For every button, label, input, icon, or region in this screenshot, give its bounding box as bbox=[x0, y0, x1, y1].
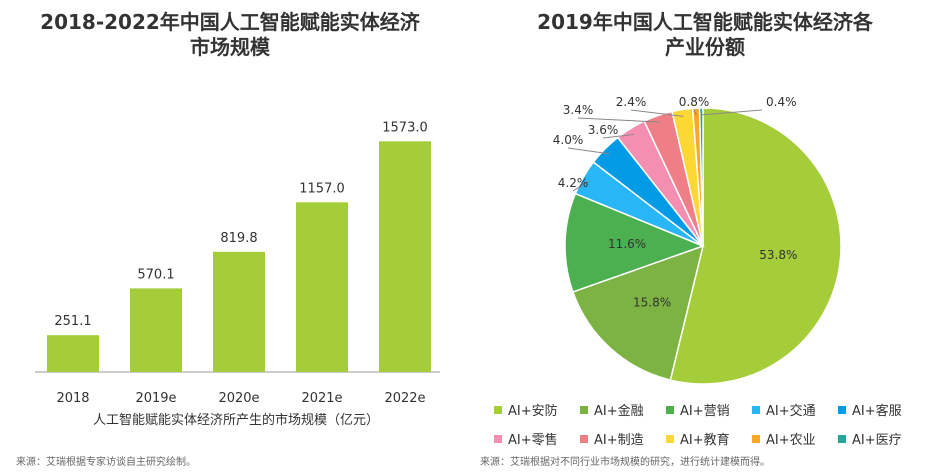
pie-value-label: 3.6% bbox=[588, 123, 619, 137]
pie-value-label: 0.4% bbox=[766, 95, 797, 109]
legend-label: AI+营销 bbox=[680, 404, 730, 419]
x-tick-label: 2018 bbox=[56, 391, 89, 406]
right-chart-source: 来源：艾瑞根据对不同行业市场规模的研究，进行统计建模而得。 bbox=[480, 457, 770, 468]
bar-value-label: 570.1 bbox=[137, 267, 174, 282]
left-chart-title-line2: 市场规模 bbox=[190, 35, 270, 59]
legend-item: AI+教育 bbox=[666, 429, 752, 448]
right-chart-title: 2019年中国人工智能赋能实体经济各 产业份额 bbox=[500, 10, 910, 60]
bar-2019e bbox=[130, 288, 182, 372]
legend-label: AI+客服 bbox=[852, 404, 902, 419]
pie-leader-line bbox=[701, 109, 763, 116]
legend-label: AI+医疗 bbox=[852, 433, 902, 448]
legend-item: AI+医疗 bbox=[838, 429, 924, 448]
x-tick-label: 2019e bbox=[135, 391, 176, 406]
legend-item: AI+农业 bbox=[752, 429, 838, 448]
legend-swatch bbox=[752, 405, 760, 414]
bar-value-label: 251.1 bbox=[54, 314, 91, 329]
pie-leader-line bbox=[602, 133, 635, 139]
pie-slice-2 bbox=[564, 192, 706, 293]
legend-swatch bbox=[666, 405, 674, 414]
left-chart-title: 2018-2022年中国人工智能赋能实体经济 市场规模 bbox=[20, 10, 440, 60]
legend-label: AI+交通 bbox=[766, 404, 816, 419]
right-chart-title-line1: 2019年中国人工智能赋能实体经济各 bbox=[537, 10, 873, 34]
legend-swatch bbox=[494, 405, 502, 414]
pie-value-label: 53.8% bbox=[759, 248, 797, 262]
x-axis-title: 人工智能赋能实体经济所产生的市场规模（亿元） bbox=[93, 412, 379, 428]
pie-leader-line bbox=[693, 109, 697, 116]
pie-leader-line bbox=[630, 109, 684, 117]
legend-swatch bbox=[666, 434, 674, 443]
legend-item: AI+客服 bbox=[838, 400, 924, 419]
legend-label: AI+农业 bbox=[766, 433, 816, 448]
bar-value-label: 819.8 bbox=[220, 231, 257, 246]
pie-value-label: 0.8% bbox=[679, 95, 710, 109]
pie-value-label: 4.0% bbox=[553, 133, 584, 147]
pie-slice-0 bbox=[669, 107, 842, 385]
pie-leader-line bbox=[567, 147, 610, 155]
legend-swatch bbox=[494, 434, 502, 443]
legend-item: AI+营销 bbox=[666, 400, 752, 419]
pie-leader-line bbox=[572, 180, 590, 192]
legend-label: AI+教育 bbox=[680, 433, 730, 448]
legend-label: AI+制造 bbox=[594, 433, 644, 448]
legend-swatch bbox=[838, 405, 846, 414]
legend-item: AI+交通 bbox=[752, 400, 838, 419]
pie-slice-1 bbox=[571, 244, 705, 381]
legend-item: AI+金融 bbox=[580, 400, 666, 419]
pie-value-label: 3.4% bbox=[563, 103, 594, 117]
left-chart-source: 来源：艾瑞根据专家访谈自主研究绘制。 bbox=[16, 457, 196, 468]
legend-item: AI+制造 bbox=[580, 429, 666, 448]
bar-value-label: 1157.0 bbox=[299, 181, 345, 196]
x-tick-label: 2021e bbox=[301, 391, 342, 406]
bar-2020e bbox=[213, 251, 265, 372]
pie-slice-9 bbox=[698, 107, 704, 247]
legend-swatch bbox=[838, 434, 846, 443]
pie-value-label: 15.8% bbox=[633, 295, 671, 309]
legend-swatch bbox=[752, 434, 760, 443]
legend-label: AI+金融 bbox=[594, 404, 644, 419]
x-tick-label: 2022e bbox=[384, 391, 425, 406]
left-chart-title-line1: 2018-2022年中国人工智能赋能实体经济 bbox=[40, 10, 420, 34]
right-chart-title-line2: 产业份额 bbox=[665, 35, 745, 59]
pie-legend: AI+安防 AI+金融 AI+营销 AI+交通 AI+客服 AI+零售 AI+制造 AI+教育… bbox=[494, 400, 924, 448]
legend-item: AI+安防 bbox=[494, 400, 580, 419]
bar-2018 bbox=[47, 335, 99, 372]
pie-value-label: 2.4% bbox=[616, 95, 647, 109]
pie-value-label: 4.2% bbox=[558, 176, 589, 190]
x-tick-label: 2020e bbox=[218, 391, 259, 406]
legend-swatch bbox=[580, 434, 588, 443]
bar-2022e bbox=[379, 141, 431, 372]
legend-label: AI+安防 bbox=[508, 404, 558, 419]
pie-leader-line bbox=[577, 117, 661, 123]
legend-item: AI+零售 bbox=[494, 429, 580, 448]
legend-swatch bbox=[580, 405, 588, 414]
pie-value-label: 11.6% bbox=[608, 237, 646, 251]
bar-value-label: 1573.0 bbox=[382, 120, 428, 135]
legend-label: AI+零售 bbox=[508, 433, 558, 448]
bar-2021e bbox=[296, 202, 348, 372]
